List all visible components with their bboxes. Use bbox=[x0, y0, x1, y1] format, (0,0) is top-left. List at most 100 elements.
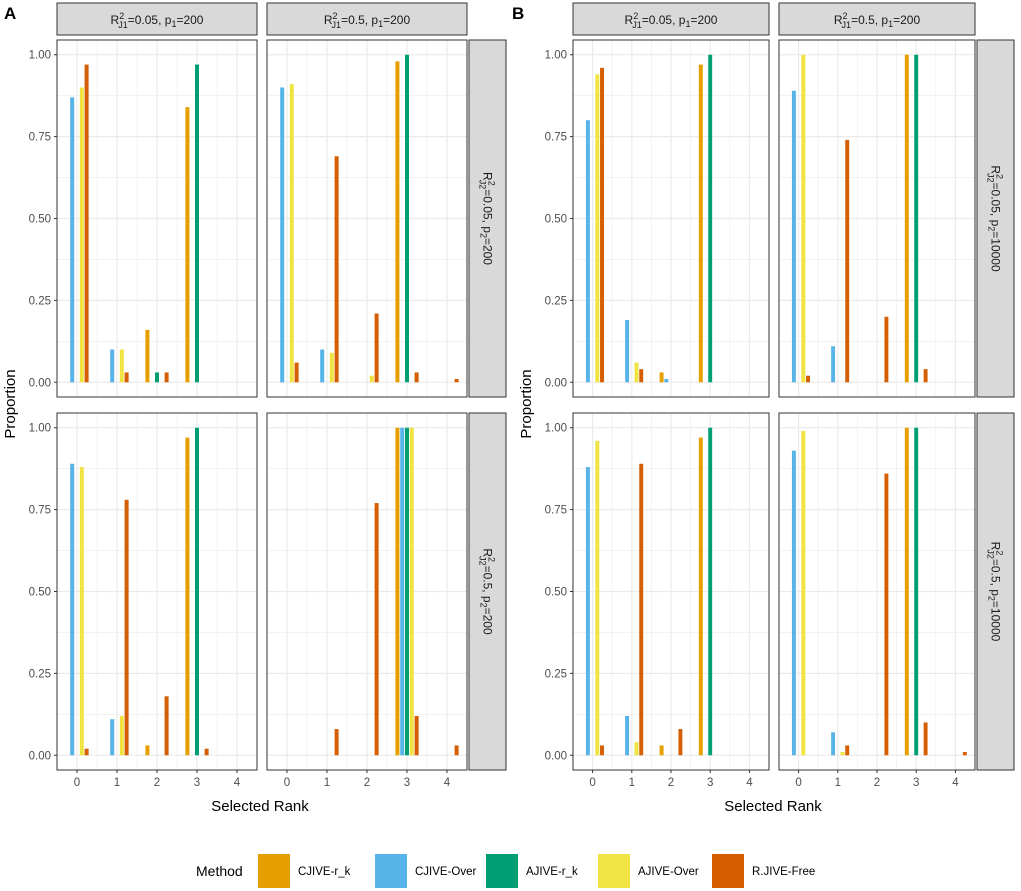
bar-AJIVE-Over-1 bbox=[635, 363, 639, 383]
bar-R.JIVE-Free-1 bbox=[845, 745, 849, 755]
bar-CJIVE-r_k-3 bbox=[185, 107, 189, 382]
bar-R.JIVE-Free-3 bbox=[415, 372, 419, 382]
bar-R.JIVE-Free-4 bbox=[455, 745, 459, 755]
bar-R.JIVE-Free-1 bbox=[335, 729, 339, 755]
bar-R.JIVE-Free-2 bbox=[165, 696, 169, 755]
bar-CJIVE-Over-3 bbox=[400, 428, 404, 756]
x-axis-title-a: Selected Rank bbox=[211, 798, 309, 815]
bar-R.JIVE-Free-4 bbox=[455, 379, 459, 382]
bar-CJIVE-Over-0 bbox=[586, 467, 590, 755]
bar-R.JIVE-Free-2 bbox=[884, 317, 888, 383]
strip-label-part: =0.05, p bbox=[128, 13, 172, 27]
bar-CJIVE-Over-1 bbox=[320, 350, 324, 383]
strip-label-part: =200 bbox=[383, 13, 410, 27]
x-tick-label: 2 bbox=[154, 777, 160, 789]
strip-label-part: J1 bbox=[118, 20, 128, 30]
strip-label-part: J1 bbox=[842, 20, 852, 30]
legend-key-AJIVE-r_k bbox=[486, 854, 518, 888]
x-tick-label: 4 bbox=[444, 777, 451, 789]
bar-AJIVE-Over-0 bbox=[801, 431, 805, 755]
y-tick-label: 0.50 bbox=[545, 214, 567, 226]
y-tick-label: 0.25 bbox=[29, 295, 51, 307]
y-tick-label: 0.75 bbox=[29, 132, 51, 144]
bar-AJIVE-Over-0 bbox=[80, 87, 84, 382]
strip-label-part: =200 bbox=[690, 13, 717, 27]
x-tick-label: 1 bbox=[114, 777, 120, 789]
bar-AJIVE-r_k-3 bbox=[195, 65, 199, 383]
bar-CJIVE-r_k-2 bbox=[145, 330, 149, 382]
bar-R.JIVE-Free-2 bbox=[375, 313, 379, 382]
figure-canvas: A B R2 J1=0.05, p1=200 R2 J1=0.5, p1=200R2J… bbox=[0, 0, 1021, 891]
strip-label-part: =200 bbox=[481, 608, 495, 635]
y-tick-label: 0.25 bbox=[545, 295, 567, 307]
bar-CJIVE-r_k-3 bbox=[699, 65, 703, 383]
legend-label-AJIVE-Over: AJIVE-Over bbox=[638, 866, 699, 878]
strip-label-part: =200 bbox=[176, 13, 203, 27]
bar-CJIVE-r_k-2 bbox=[660, 372, 664, 382]
bar-R.JIVE-Free-3 bbox=[924, 723, 928, 756]
bar-CJIVE-Over-1 bbox=[110, 350, 114, 383]
facet-b-1-1: 0 1 2 3 4 bbox=[779, 413, 975, 789]
bar-AJIVE-Over-0 bbox=[801, 55, 805, 383]
bar-R.JIVE-Free-1 bbox=[335, 156, 339, 382]
panel-label-b: B bbox=[512, 4, 524, 23]
strip-label-part: =0.05, p bbox=[989, 183, 1003, 227]
bar-R.JIVE-Free-1 bbox=[125, 500, 129, 755]
panel-label-a: A bbox=[4, 4, 16, 23]
facet-a-1-0: 0.000.250.500.751.000 1 2 3 4 bbox=[29, 413, 257, 789]
legend-key-CJIVE-r_k bbox=[258, 854, 290, 888]
legend-label-AJIVE-r_k: AJIVE-r_k bbox=[526, 866, 578, 878]
x-axis-title-b: Selected Rank bbox=[724, 798, 822, 815]
bar-CJIVE-Over-0 bbox=[70, 464, 74, 755]
legend-key-CJIVE-Over bbox=[375, 854, 407, 888]
x-tick-label: 0 bbox=[284, 777, 290, 789]
bar-CJIVE-r_k-3 bbox=[699, 438, 703, 756]
y-tick-label: 0.25 bbox=[545, 668, 567, 680]
facet-a-0-0: 0.00 0.25 0.50 0.75 1.00 bbox=[29, 40, 257, 397]
strip-label-part: J1 bbox=[632, 20, 642, 30]
y-axis-title-b: Proportion bbox=[518, 369, 535, 438]
bar-CJIVE-Over-1 bbox=[625, 716, 629, 755]
strip-label-part: =10000 bbox=[989, 601, 1003, 642]
y-tick-label: 1.00 bbox=[545, 423, 567, 435]
strip-label-part: =0.05, p bbox=[642, 13, 686, 27]
bar-AJIVE-Over-1 bbox=[120, 350, 124, 383]
y-tick-label: 0.50 bbox=[29, 587, 51, 599]
bar-CJIVE-r_k-3 bbox=[185, 438, 189, 756]
bar-R.JIVE-Free-3 bbox=[205, 749, 209, 756]
strip-label-part: J2 bbox=[478, 180, 488, 190]
y-tick-label: 1.00 bbox=[29, 50, 51, 62]
legend-label-R.JIVE-Free: R.JIVE-Free bbox=[752, 866, 815, 878]
y-tick-label: 0.50 bbox=[29, 214, 51, 226]
x-tick-label: 1 bbox=[324, 777, 330, 789]
bar-R.JIVE-Free-1 bbox=[125, 372, 129, 382]
bar-CJIVE-r_k-2 bbox=[660, 745, 664, 755]
bar-CJIVE-r_k-3 bbox=[395, 61, 399, 382]
legend-key-R.JIVE-Free bbox=[712, 854, 744, 888]
x-tick-label: 3 bbox=[404, 777, 410, 789]
y-tick-label: 0.75 bbox=[545, 505, 567, 517]
bar-AJIVE-r_k-3 bbox=[914, 428, 918, 756]
x-tick-label: 0 bbox=[795, 777, 801, 789]
bar-R.JIVE-Free-2 bbox=[884, 474, 888, 756]
bar-R.JIVE-Free-0 bbox=[85, 749, 89, 756]
facet-b-0-1 bbox=[779, 40, 975, 397]
x-tick-label: 4 bbox=[746, 777, 753, 789]
y-tick-label: 0.00 bbox=[545, 750, 567, 762]
y-tick-label: 0.50 bbox=[545, 587, 567, 599]
bar-CJIVE-r_k-3 bbox=[905, 428, 909, 756]
legend-key-AJIVE-Over bbox=[598, 854, 630, 888]
x-tick-label: 0 bbox=[589, 777, 595, 789]
bar-R.JIVE-Free-0 bbox=[600, 68, 604, 382]
bar-AJIVE-Over-1 bbox=[841, 752, 845, 755]
bar-AJIVE-Over-1 bbox=[330, 353, 334, 382]
bar-R.JIVE-Free-0 bbox=[600, 745, 604, 755]
bar-R.JIVE-Free-1 bbox=[639, 369, 643, 382]
bar-R.JIVE-Free-2 bbox=[375, 503, 379, 755]
facet-b-1-0: 0.00 0.25 0.50 0.75 1.00 0 1 2 3 4 bbox=[545, 413, 769, 789]
bar-CJIVE-Over-0 bbox=[280, 87, 284, 382]
y-tick-label: 0.00 bbox=[545, 377, 567, 389]
y-tick-label: 0.75 bbox=[545, 132, 567, 144]
x-tick-label: 4 bbox=[952, 777, 959, 789]
bar-AJIVE-r_k-3 bbox=[708, 55, 712, 383]
